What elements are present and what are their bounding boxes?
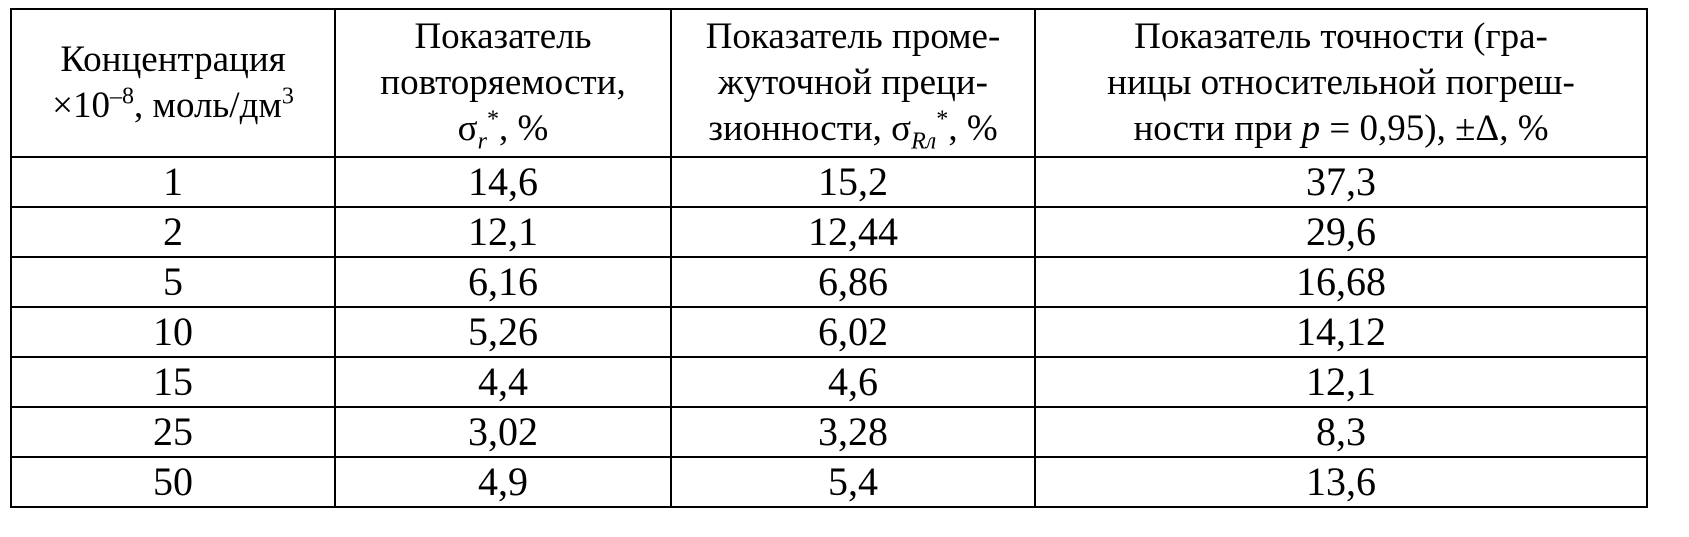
cell-accuracy: 12,1 xyxy=(1034,356,1648,408)
header-repeatability-line2: повторяемости, xyxy=(380,62,626,103)
cell-accuracy: 14,12 xyxy=(1034,306,1648,358)
cell-intermediate-precision: 15,2 xyxy=(670,156,1036,208)
cell-accuracy: 16,68 xyxy=(1034,256,1648,308)
cell-concentration: 15 xyxy=(10,356,336,408)
header-repeatability-subscript: r xyxy=(477,128,487,155)
cell-accuracy: 37,3 xyxy=(1034,156,1648,208)
header-repeatability-unit: , % xyxy=(499,108,549,149)
table-row: 5 6,16 6,86 16,68 xyxy=(10,256,1648,308)
table-row: 50 4,9 5,4 13,6 xyxy=(10,456,1648,508)
cell-repeatability: 6,16 xyxy=(334,256,672,308)
header-intermediate-line2: жуточной преци- xyxy=(718,62,988,103)
cell-accuracy: 8,3 xyxy=(1034,406,1648,458)
table-row: 2 12,1 12,44 29,6 xyxy=(10,206,1648,258)
precision-table: Концентрация ×10–8, моль/дм3 Показатель … xyxy=(10,8,1648,508)
cell-concentration: 25 xyxy=(10,406,336,458)
header-concentration: Концентрация ×10–8, моль/дм3 xyxy=(10,8,336,158)
header-concentration-exponent: –8 xyxy=(110,83,135,110)
cell-concentration: 10 xyxy=(10,306,336,358)
header-intermediate-precision: Показатель проме- жуточной преци- зионно… xyxy=(670,8,1036,158)
header-repeatability-symbol: σ xyxy=(457,108,478,149)
cell-accuracy: 29,6 xyxy=(1034,206,1648,258)
header-accuracy: Показатель точности (гра- ницы относител… xyxy=(1034,8,1648,158)
header-accuracy-line3-pre: ности при xyxy=(1133,108,1302,149)
cell-intermediate-precision: 4,6 xyxy=(670,356,1036,408)
header-concentration-unit-exponent: 3 xyxy=(281,83,294,110)
header-accuracy-line1: Показатель точности (гра- xyxy=(1134,16,1548,57)
header-concentration-unit: , моль/дм xyxy=(134,85,282,126)
header-intermediate-line1: Показатель проме- xyxy=(705,16,1001,57)
header-accuracy-line3-post: = 0,95), ±Δ, % xyxy=(1320,108,1549,149)
cell-concentration: 1 xyxy=(10,156,336,208)
table-row: 15 4,4 4,6 12,1 xyxy=(10,356,1648,408)
table-row: 25 3,02 3,28 8,3 xyxy=(10,406,1648,458)
cell-repeatability: 4,9 xyxy=(334,456,672,508)
header-repeatability-line1: Показатель xyxy=(414,16,592,57)
cell-intermediate-precision: 12,44 xyxy=(670,206,1036,258)
cell-repeatability: 4,4 xyxy=(334,356,672,408)
cell-repeatability: 14,6 xyxy=(334,156,672,208)
header-row: Концентрация ×10–8, моль/дм3 Показатель … xyxy=(10,8,1648,158)
cell-concentration: 50 xyxy=(10,456,336,508)
table-row: 1 14,6 15,2 37,3 xyxy=(10,156,1648,208)
cell-intermediate-precision: 3,28 xyxy=(670,406,1036,458)
cell-accuracy: 13,6 xyxy=(1034,456,1648,508)
header-intermediate-line3: зионности, σ xyxy=(708,108,912,149)
header-intermediate-unit: , % xyxy=(948,108,998,149)
cell-concentration: 5 xyxy=(10,256,336,308)
header-intermediate-subscript: Rл xyxy=(911,128,937,155)
header-accuracy-line2: ницы относительной погреш- xyxy=(1107,62,1575,103)
cell-concentration: 2 xyxy=(10,206,336,258)
header-repeatability-asterisk: * xyxy=(486,106,499,133)
cell-repeatability: 12,1 xyxy=(334,206,672,258)
cell-intermediate-precision: 6,86 xyxy=(670,256,1036,308)
cell-intermediate-precision: 6,02 xyxy=(670,306,1036,358)
cell-intermediate-precision: 5,4 xyxy=(670,456,1036,508)
table-row: 10 5,26 6,02 14,12 xyxy=(10,306,1648,358)
header-concentration-line1: Концентрация xyxy=(60,39,286,80)
header-intermediate-asterisk: * xyxy=(936,106,949,133)
header-accuracy-p: p xyxy=(1301,108,1321,149)
header-repeatability: Показатель повторяемости, σr*, % xyxy=(334,8,672,158)
header-concentration-prefix: ×10 xyxy=(52,85,110,126)
cell-repeatability: 5,26 xyxy=(334,306,672,358)
cell-repeatability: 3,02 xyxy=(334,406,672,458)
